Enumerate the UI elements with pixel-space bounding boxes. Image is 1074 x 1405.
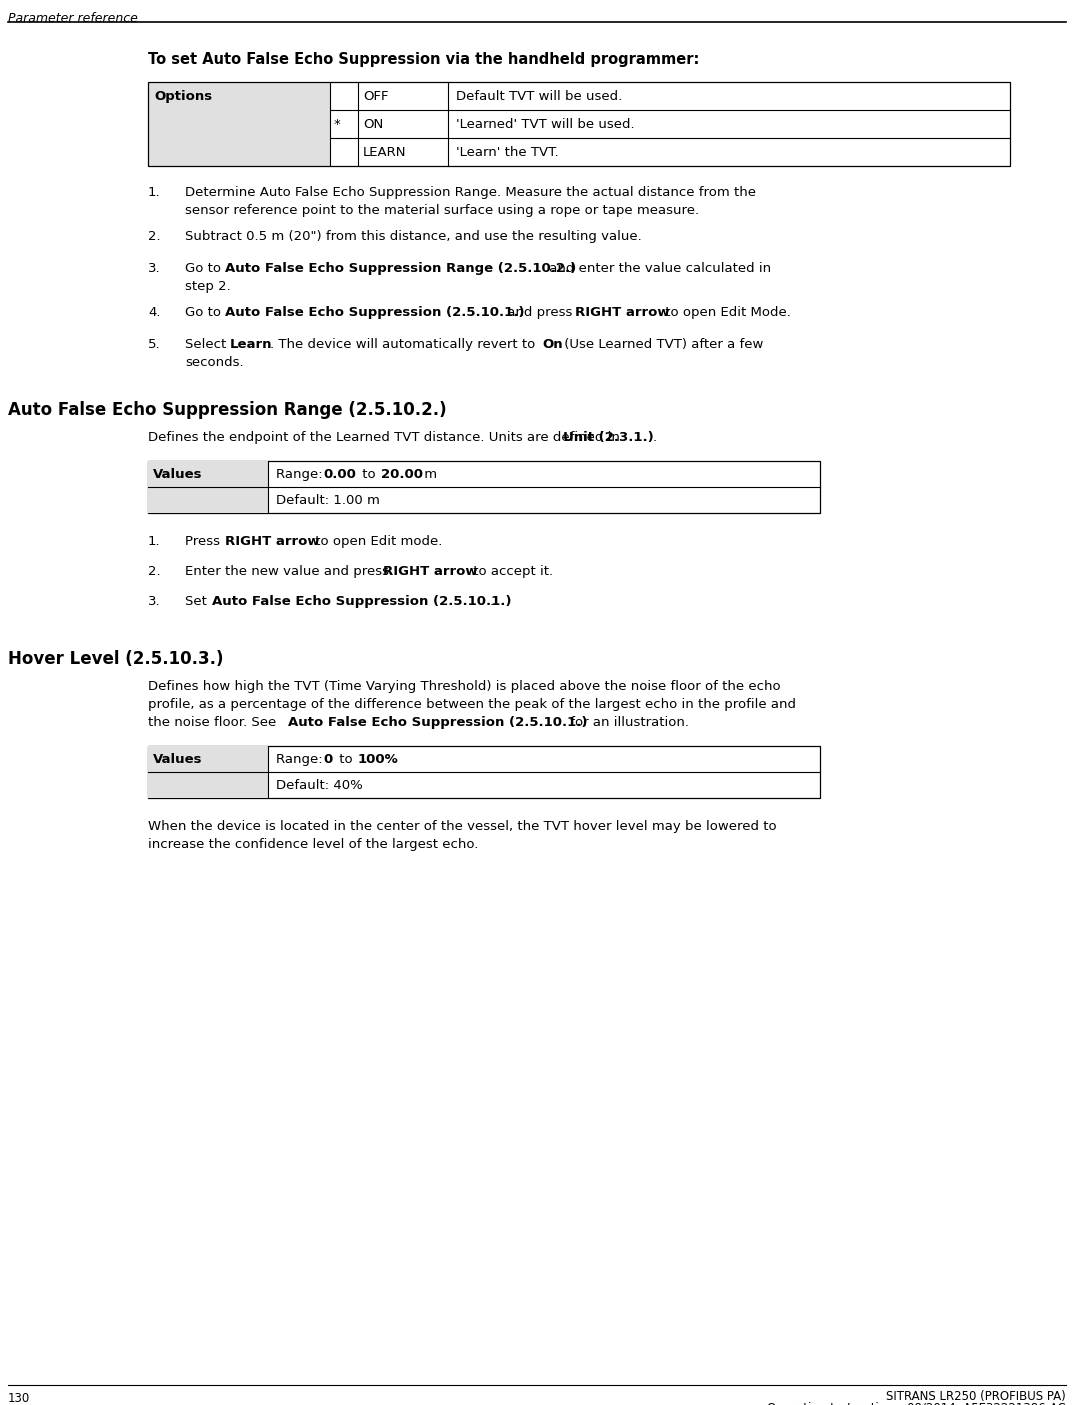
Bar: [148, 746, 821, 798]
Text: 20.00: 20.00: [381, 468, 423, 481]
Text: .: .: [490, 594, 494, 608]
Text: Parameter reference: Parameter reference: [8, 13, 137, 25]
Bar: [148, 81, 330, 166]
Text: the noise floor. See: the noise floor. See: [148, 717, 280, 729]
Text: 100%: 100%: [358, 753, 398, 766]
Text: Default TVT will be used.: Default TVT will be used.: [456, 90, 622, 103]
Text: Auto False Echo Suppression Range (2.5.10.2.): Auto False Echo Suppression Range (2.5.1…: [8, 400, 447, 419]
Text: ON: ON: [363, 118, 383, 131]
Text: to accept it.: to accept it.: [469, 565, 553, 577]
Text: increase the confidence level of the largest echo.: increase the confidence level of the lar…: [148, 837, 478, 851]
Text: Options: Options: [154, 90, 213, 103]
Text: Press: Press: [185, 535, 224, 548]
Text: Learn: Learn: [230, 339, 273, 351]
Text: (Use Learned TVT) after a few: (Use Learned TVT) after a few: [560, 339, 764, 351]
Text: Values: Values: [153, 753, 203, 766]
Text: RIGHT arrow: RIGHT arrow: [575, 306, 669, 319]
Text: and enter the value calculated in: and enter the value calculated in: [545, 261, 771, 275]
Text: step 2.: step 2.: [185, 280, 231, 294]
Text: sensor reference point to the material surface using a rope or tape measure.: sensor reference point to the material s…: [185, 204, 699, 216]
Text: Auto False Echo Suppression (2.5.10.1.): Auto False Echo Suppression (2.5.10.1.): [212, 594, 511, 608]
Text: Auto False Echo Suppression (2.5.10.1.): Auto False Echo Suppression (2.5.10.1.): [288, 717, 587, 729]
Text: *: *: [334, 118, 340, 131]
Text: RIGHT arrow: RIGHT arrow: [224, 535, 320, 548]
Text: seconds.: seconds.: [185, 355, 244, 370]
Text: to open Edit Mode.: to open Edit Mode.: [661, 306, 790, 319]
Text: . The device will automatically revert to: . The device will automatically revert t…: [270, 339, 539, 351]
Text: Range:: Range:: [276, 753, 326, 766]
Text: Default: 1.00 m: Default: 1.00 m: [276, 495, 380, 507]
Text: 1.: 1.: [148, 535, 161, 548]
Text: 130: 130: [8, 1392, 30, 1405]
Text: m: m: [420, 468, 437, 481]
Bar: [148, 746, 268, 798]
Text: Defines the endpoint of the Learned TVT distance. Units are defined in: Defines the endpoint of the Learned TVT …: [148, 431, 624, 444]
Text: OFF: OFF: [363, 90, 389, 103]
Text: to open Edit mode.: to open Edit mode.: [311, 535, 442, 548]
Text: Auto False Echo Suppression Range (2.5.10.2.): Auto False Echo Suppression Range (2.5.1…: [224, 261, 577, 275]
Text: Subtract 0.5 m (20") from this distance, and use the resulting value.: Subtract 0.5 m (20") from this distance,…: [185, 230, 642, 243]
Text: Default: 40%: Default: 40%: [276, 778, 363, 792]
Text: to: to: [358, 468, 380, 481]
Text: Select: Select: [185, 339, 231, 351]
Bar: [148, 461, 821, 513]
Text: Hover Level (2.5.10.3.): Hover Level (2.5.10.3.): [8, 651, 223, 667]
Text: 1.: 1.: [148, 185, 161, 200]
Text: profile, as a percentage of the difference between the peak of the largest echo : profile, as a percentage of the differen…: [148, 698, 796, 711]
Text: Operating Instructions, 08/2014, A5E32221386-AC: Operating Instructions, 08/2014, A5E3222…: [767, 1402, 1066, 1405]
Text: 'Learn' the TVT.: 'Learn' the TVT.: [456, 146, 558, 159]
Text: 0.00: 0.00: [323, 468, 355, 481]
Text: Values: Values: [153, 468, 203, 481]
Text: 3.: 3.: [148, 261, 161, 275]
Text: Auto False Echo Suppression (2.5.10.1.): Auto False Echo Suppression (2.5.10.1.): [224, 306, 524, 319]
Text: 0: 0: [323, 753, 332, 766]
Text: Unit (2.3.1.): Unit (2.3.1.): [563, 431, 654, 444]
Text: 2.: 2.: [148, 565, 161, 577]
Bar: [148, 81, 1010, 166]
Text: to: to: [335, 753, 357, 766]
Text: SITRANS LR250 (PROFIBUS PA): SITRANS LR250 (PROFIBUS PA): [886, 1390, 1066, 1404]
Text: and press: and press: [503, 306, 577, 319]
Text: for an illustration.: for an illustration.: [566, 717, 690, 729]
Text: 5.: 5.: [148, 339, 161, 351]
Text: Enter the new value and press: Enter the new value and press: [185, 565, 393, 577]
Text: .: .: [653, 431, 657, 444]
Text: To set Auto False Echo Suppression via the handheld programmer:: To set Auto False Echo Suppression via t…: [148, 52, 699, 67]
Text: 2.: 2.: [148, 230, 161, 243]
Text: 'Learned' TVT will be used.: 'Learned' TVT will be used.: [456, 118, 635, 131]
Text: 4.: 4.: [148, 306, 160, 319]
Text: LEARN: LEARN: [363, 146, 406, 159]
Text: Set: Set: [185, 594, 212, 608]
Text: RIGHT arrow: RIGHT arrow: [383, 565, 478, 577]
Text: Determine Auto False Echo Suppression Range. Measure the actual distance from th: Determine Auto False Echo Suppression Ra…: [185, 185, 756, 200]
Text: On: On: [542, 339, 563, 351]
Text: 3.: 3.: [148, 594, 161, 608]
Text: Go to: Go to: [185, 261, 226, 275]
Text: When the device is located in the center of the vessel, the TVT hover level may : When the device is located in the center…: [148, 821, 777, 833]
Text: Defines how high the TVT (Time Varying Threshold) is placed above the noise floo: Defines how high the TVT (Time Varying T…: [148, 680, 781, 693]
Text: Range:: Range:: [276, 468, 326, 481]
Bar: [148, 461, 268, 513]
Text: Go to: Go to: [185, 306, 226, 319]
